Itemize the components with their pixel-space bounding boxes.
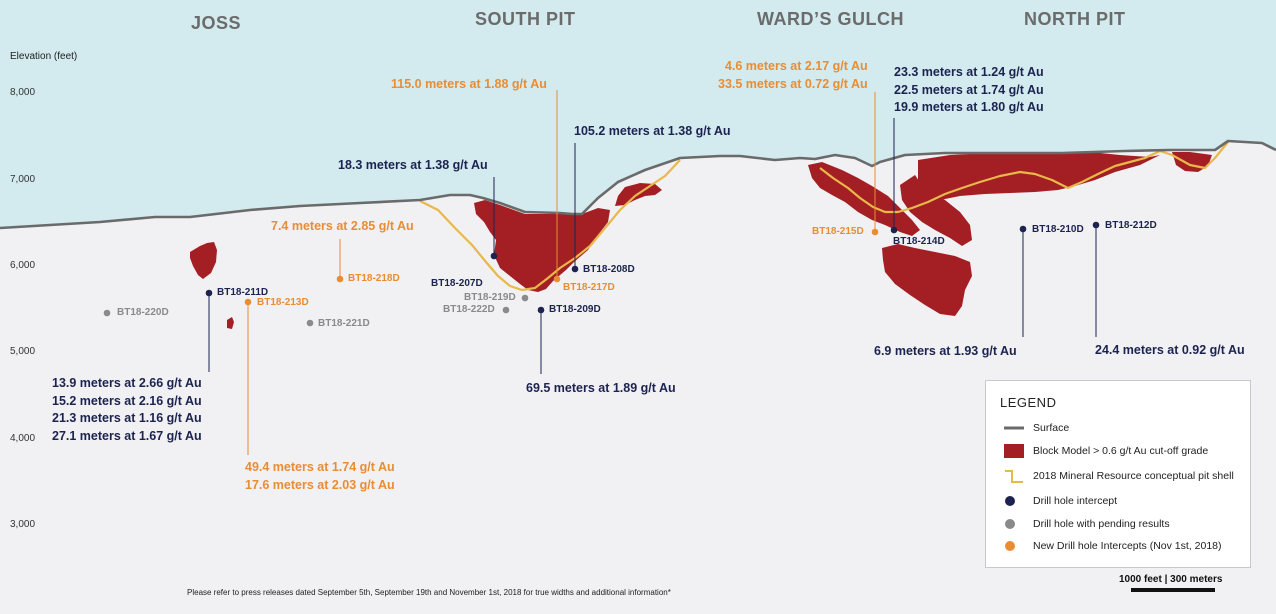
hole-label-220d: BT18-220D [117,307,169,318]
legend-label: Block Model > 0.6 g/t Au cut-off grade [1033,445,1209,457]
hole-label-210d: BT18-210D [1032,224,1084,235]
legend-label: Surface [1033,422,1070,434]
area-title-joss: JOSS [191,13,242,33]
marker-208d [571,265,579,273]
y-tick: 4,000 [10,433,36,444]
intercept-line: 22.5 meters at 1.74 g/t Au [894,82,1044,97]
marker-214d [890,226,898,234]
block-wards-lower [882,244,972,316]
y-tick: 3,000 [10,519,36,530]
area-title-north-pit: NORTH PIT [1024,9,1126,29]
intercept-line: 49.4 meters at 1.74 g/t Au [245,460,395,474]
drill-hole-markers [103,221,1100,327]
scale-label: 1000 feet | 300 meters [1119,574,1223,585]
intercept-214d: 23.3 meters at 1.24 g/t Au 22.5 meters a… [894,64,1044,117]
hole-label-214d: BT18-214D [893,236,945,247]
intercept-211d: 13.9 meters at 2.66 g/t Au 15.2 meters a… [52,375,202,445]
surface-line [0,139,1276,230]
marker-212d [1092,221,1100,229]
grey-dot-icon [1005,519,1015,529]
block-model-swatch-icon [1004,444,1024,458]
orange-dot-icon [1005,541,1015,551]
pit-shell-north [819,141,1229,214]
hole-label-208d: BT18-208D [583,264,635,275]
legend-label: New Drill hole Intercepts (Nov 1st, 2018… [1033,540,1222,552]
block-wards-right [900,175,972,246]
block-north-right [1172,152,1212,172]
legend-label: Drill hole with pending results [1033,518,1170,530]
intercept-207d: 18.3 meters at 1.38 g/t Au [338,158,488,172]
marker-215d [871,228,879,236]
block-south-main [474,200,610,292]
footnote: Please refer to press releases dated Sep… [187,588,671,597]
marker-209d [537,306,545,314]
pit-shell-south [419,159,681,292]
hole-label-212d: BT18-212D [1105,220,1157,231]
intercept-217d: 115.0 meters at 1.88 g/t Au [391,77,547,91]
marker-210d [1019,225,1027,233]
intercept-215d: 4.6 meters at 2.17 g/t Au 33.5 meters at… [718,58,868,93]
y-tick: 7,000 [10,174,36,185]
intercept-line: 17.6 meters at 2.03 g/t Au [245,477,395,492]
intercept-line: 23.3 meters at 1.24 g/t Au [894,65,1044,79]
area-title-wards-gulch: WARD’S GULCH [757,9,904,29]
y-axis-label: Elevation (feet) [10,51,78,62]
hole-label-211d: BT18-211D [217,287,269,298]
marker-220d [103,309,111,317]
pit-shells [419,141,1229,292]
leader-lines [208,90,1097,455]
marker-221d [306,319,314,327]
intercept-line: 4.6 meters at 2.17 g/t Au [724,59,868,73]
intercept-213d: 49.4 meters at 1.74 g/t Au 17.6 meters a… [245,459,395,494]
hole-label-219d: BT18-219D [464,292,516,303]
intercept-210d: 6.9 meters at 1.93 g/t Au [874,344,1017,358]
intercept-line: 21.3 meters at 1.16 g/t Au [52,411,202,425]
legend-label: Drill hole intercept [1033,495,1118,507]
scale-bar [1131,588,1215,592]
intercept-218d: 7.4 meters at 2.85 g/t Au [271,219,414,233]
surface-line-icon [1004,426,1024,430]
hole-label-207d: BT18-207D [431,278,483,289]
intercept-line: 33.5 meters at 0.72 g/t Au [718,76,868,91]
legend: LEGEND Surface Block Model > 0.6 g/t Au … [985,380,1251,568]
intercept-209d: 69.5 meters at 1.89 g/t Au [526,381,676,395]
intercept-line: 13.9 meters at 2.66 g/t Au [52,376,202,390]
area-title-south-pit: SOUTH PIT [475,9,576,29]
navy-dot-icon [1005,496,1015,506]
hole-label-213d: BT18-213D [257,297,309,308]
y-tick: 8,000 [10,87,36,98]
hole-label-221d: BT18-221D [318,318,370,329]
intercept-line: 15.2 meters at 2.16 g/t Au [52,393,202,408]
pit-shell-line-icon [1005,470,1023,483]
y-tick: 6,000 [10,260,36,271]
intercept-line: 19.9 meters at 1.80 g/t Au [894,100,1044,114]
hole-label-222d: BT18-222D [443,304,495,315]
marker-213d [244,298,252,306]
intercept-208d: 105.2 meters at 1.38 g/t Au [574,124,731,138]
legend-label: 2018 Mineral Resource conceptual pit she… [1033,470,1234,482]
marker-211d [205,289,213,297]
hole-label-218d: BT18-218D [348,273,400,284]
hole-label-217d: BT18-217D [563,282,615,293]
y-tick: 5,000 [10,346,36,357]
legend-title: LEGEND [1000,395,1057,410]
hole-label-209d: BT18-209D [549,304,601,315]
marker-217d [553,275,561,283]
block-joss-upper [190,242,217,279]
block-joss-lower [227,317,234,329]
hole-label-215d: BT18-215D [812,226,864,237]
marker-222d [502,306,510,314]
marker-207d [490,252,498,260]
intercept-line: 27.1 meters at 1.67 g/t Au [52,428,202,443]
intercept-212d: 24.4 meters at 0.92 g/t Au [1095,343,1245,357]
marker-219d [521,294,529,302]
marker-218d [336,275,344,283]
sky-area [0,0,1276,228]
